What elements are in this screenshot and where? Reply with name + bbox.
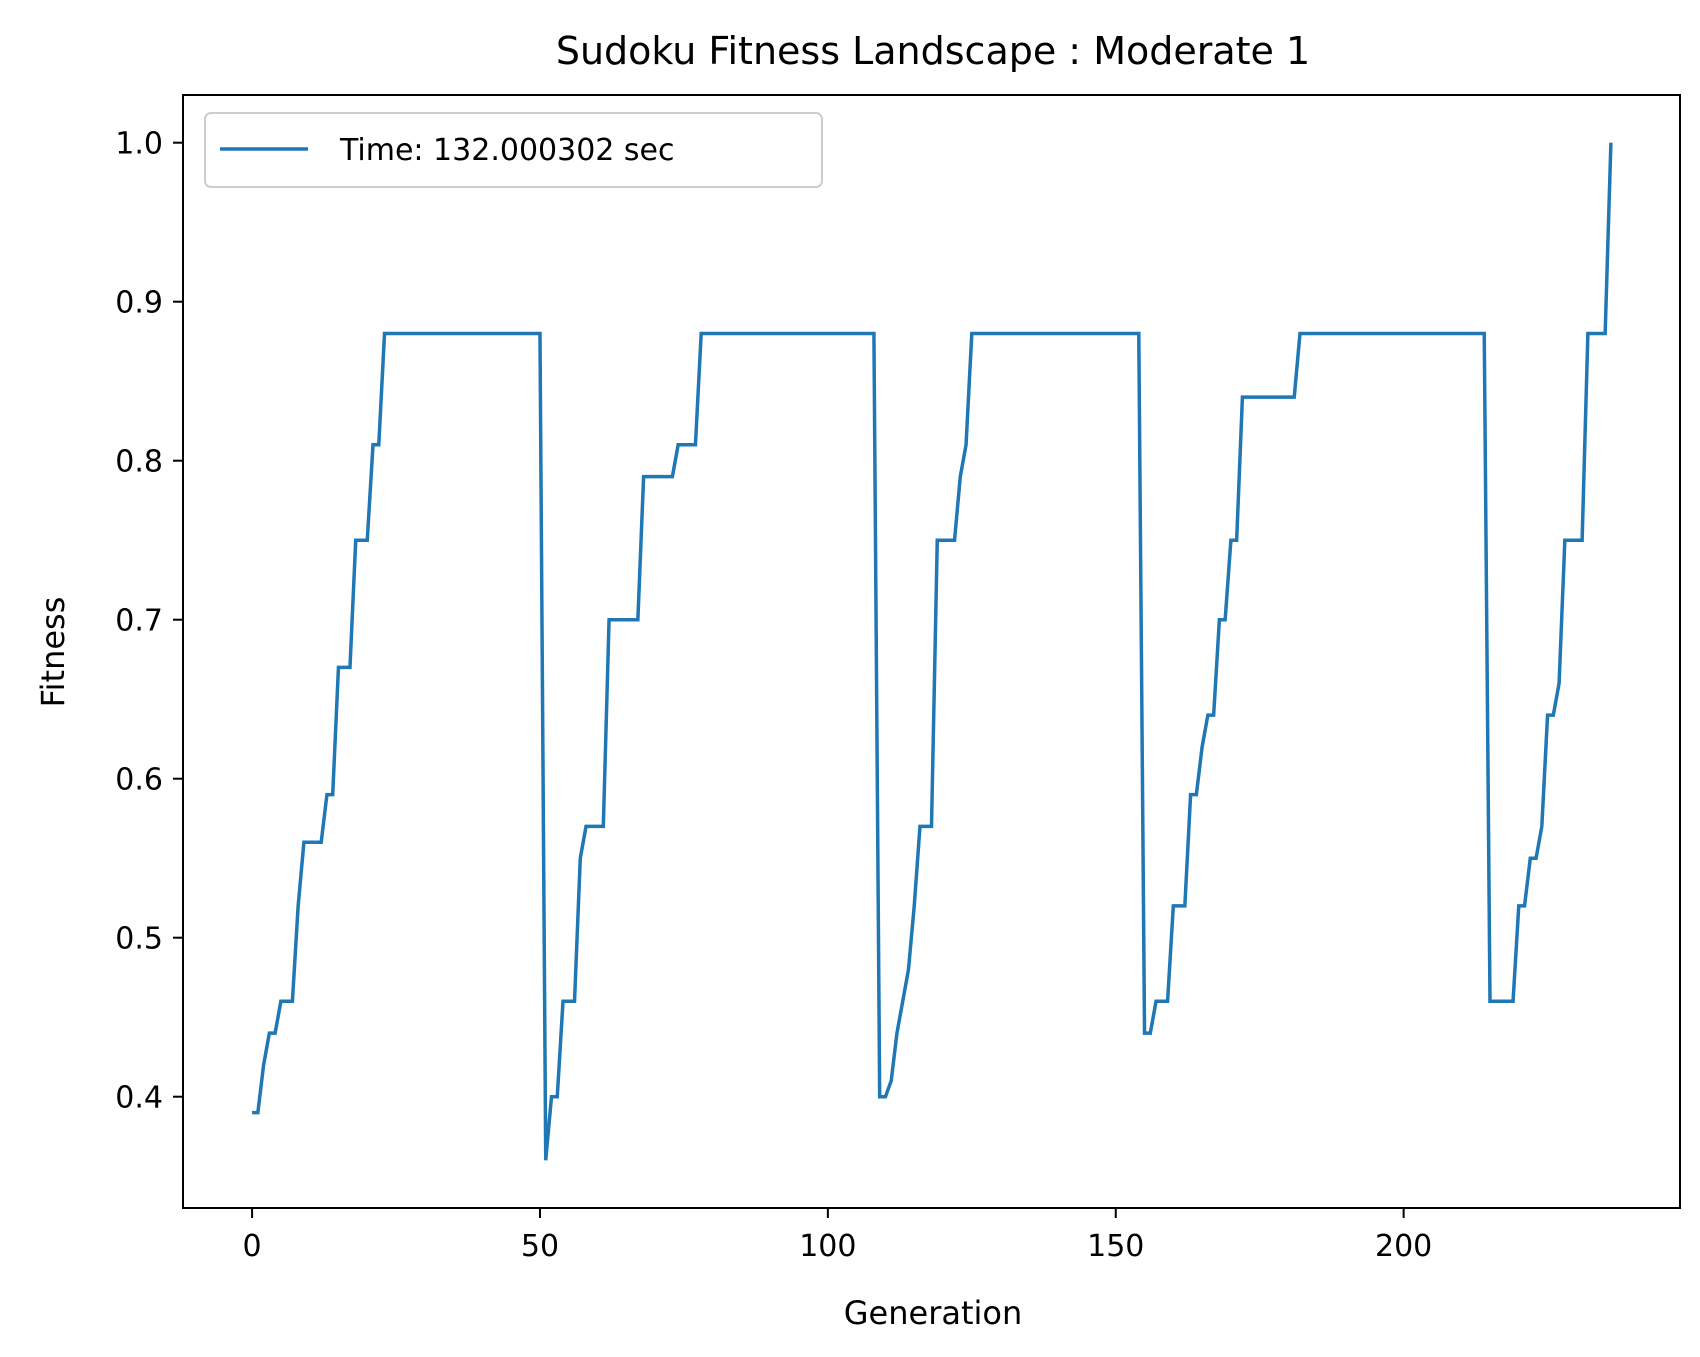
x-tick-label: 50 [521,1229,559,1264]
x-tick-label: 0 [243,1229,262,1264]
plot-area-frame [182,94,1681,1209]
x-axis-label: Generation [844,1294,1023,1332]
x-tick-label: 150 [1087,1229,1144,1264]
y-axis-label: Fitness [34,597,72,708]
chart-title: Sudoku Fitness Landscape : Moderate 1 [556,29,1310,73]
series-line-0 [252,142,1613,1161]
x-tick-label: 100 [799,1229,856,1264]
ticks-layer: 0 50 100 150 200 0.4 0.5 0.6 0.7 0.8 0.9 1.0 [115,127,1432,1264]
y-tick-label: 0.9 [115,286,163,321]
y-tick-label: 0.6 [115,763,163,798]
legend-entry-label: Time: 132.000302 sec [339,133,675,168]
y-tick-label: 0.7 [115,604,163,639]
y-tick-label: 0.8 [115,445,163,480]
legend-box [204,112,823,188]
legend: Time: 132.000302 sec [204,112,823,188]
y-tick-label: 0.4 [115,1081,163,1116]
y-tick-label: 1.0 [115,127,163,162]
y-tick-label: 0.5 [115,922,163,957]
x-tick-label: 200 [1375,1229,1432,1264]
